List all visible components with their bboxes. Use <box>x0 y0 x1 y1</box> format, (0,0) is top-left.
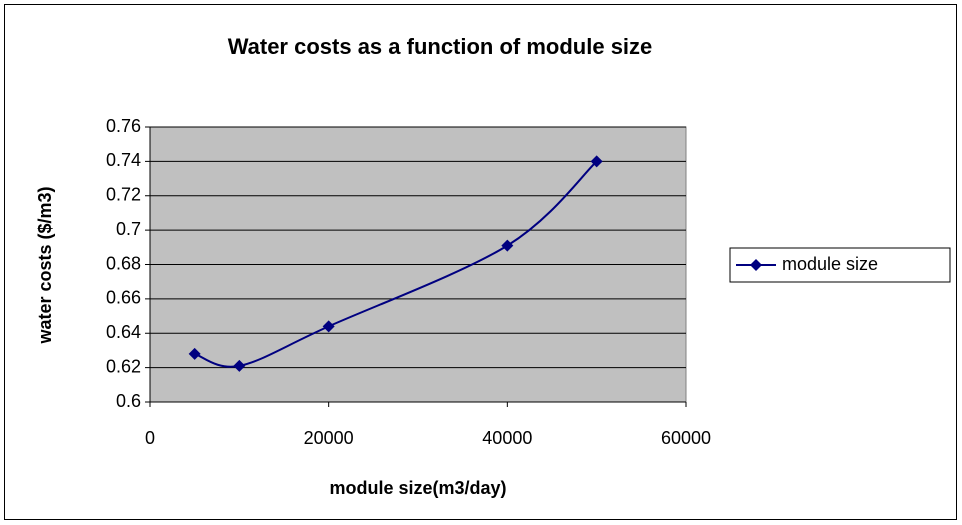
marker <box>590 155 603 168</box>
x-tick-label: 60000 <box>661 428 711 448</box>
x-tick-label: 0 <box>145 428 155 448</box>
chart-title: Water costs as a function of module size <box>228 34 653 59</box>
y-axis-label: water costs ($/m3) <box>35 186 55 344</box>
legend-box <box>729 247 951 283</box>
marker <box>233 359 246 372</box>
x-tick-label: 20000 <box>304 428 354 448</box>
y-tick-label: 0.64 <box>106 322 141 342</box>
x-tick-label: 40000 <box>482 428 532 448</box>
y-tick-label: 0.68 <box>106 253 141 273</box>
y-tick-label: 0.66 <box>106 288 141 308</box>
legend-label: module size <box>782 254 878 274</box>
x-axis-label: module size(m3/day) <box>329 478 506 498</box>
marker <box>501 239 514 252</box>
marker <box>322 320 335 333</box>
y-tick-label: 0.76 <box>106 116 141 136</box>
legend-marker <box>750 259 762 271</box>
y-tick-label: 0.72 <box>106 185 141 205</box>
y-tick-label: 0.7 <box>116 219 141 239</box>
y-tick-label: 0.6 <box>116 391 141 411</box>
y-tick-label: 0.62 <box>106 356 141 376</box>
marker <box>188 347 201 360</box>
y-tick-label: 0.74 <box>106 150 141 170</box>
